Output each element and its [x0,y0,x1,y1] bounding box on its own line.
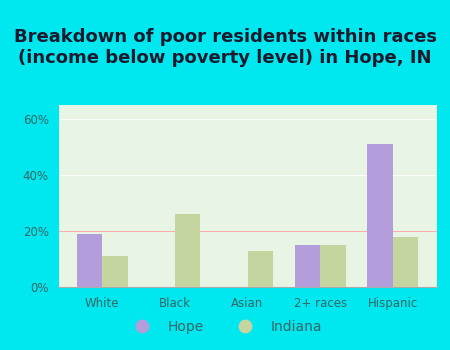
Bar [295,245,320,287]
Bar [248,251,273,287]
Bar [102,256,127,287]
Bar [320,245,346,287]
Bar [175,214,200,287]
Bar [76,234,102,287]
Bar [368,144,393,287]
Text: Breakdown of poor residents within races
(income below poverty level) in Hope, I: Breakdown of poor residents within races… [14,28,436,67]
Bar [393,237,419,287]
Legend: Hope, Indiana: Hope, Indiana [123,314,327,340]
